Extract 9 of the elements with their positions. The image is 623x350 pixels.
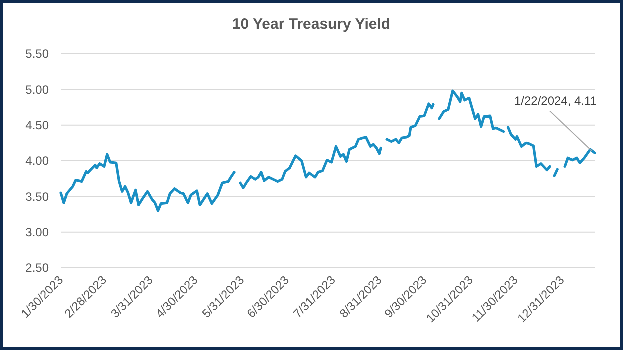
annotation: 1/22/2024, 4.11 xyxy=(514,94,598,108)
y-tick-label: 4.00 xyxy=(26,154,50,168)
y-tick-label: 4.50 xyxy=(26,118,50,133)
chart-title: 10 Year Treasury Yield xyxy=(232,16,391,33)
y-tick-label: 5.50 xyxy=(26,47,50,62)
y-tick-label: 3.00 xyxy=(26,226,50,240)
y-tick-label: 3.50 xyxy=(26,190,50,204)
y-tick-label: 5.00 xyxy=(26,82,50,97)
y-tick-label: 2.50 xyxy=(26,261,50,276)
